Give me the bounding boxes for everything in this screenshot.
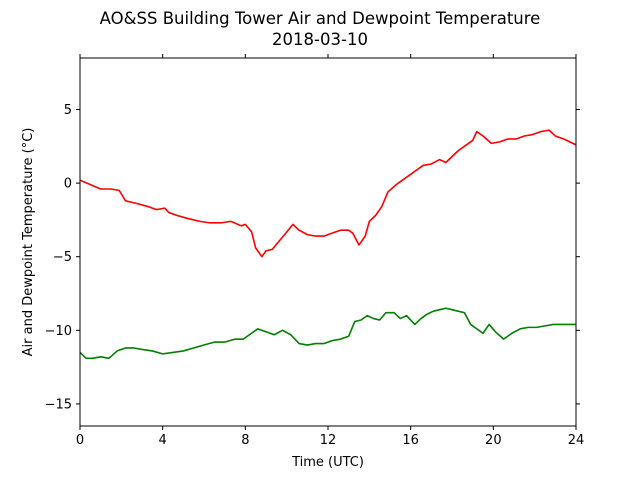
ticks-layer: 0 4 8 12 16 20 24 −15 −10 −5 0 5 bbox=[45, 54, 585, 448]
y-tick-label: −5 bbox=[53, 250, 72, 265]
chart-title: AO&SS Building Tower Air and Dewpoint Te… bbox=[100, 9, 541, 28]
x-tick-label: 16 bbox=[402, 433, 419, 448]
y-tick-label: −10 bbox=[45, 324, 72, 339]
plot-frame bbox=[79, 57, 577, 427]
chart-subtitle: 2018-03-10 bbox=[272, 30, 368, 49]
series-line-1 bbox=[79, 307, 576, 360]
x-tick-label: 8 bbox=[241, 433, 249, 448]
series-line-0 bbox=[79, 129, 577, 258]
y-tick-label: 5 bbox=[64, 103, 72, 118]
series-layer bbox=[79, 129, 577, 360]
x-tick-label: 0 bbox=[76, 433, 84, 448]
x-axis-label: Time (UTC) bbox=[291, 455, 364, 470]
y-tick-label: 0 bbox=[64, 177, 72, 192]
x-tick-label: 20 bbox=[485, 433, 502, 448]
y-axis-label: Air and Dewpoint Temperature (°C) bbox=[21, 128, 36, 357]
x-tick-label: 4 bbox=[159, 433, 167, 448]
x-tick-label: 24 bbox=[568, 433, 585, 448]
y-tick-label: −15 bbox=[45, 397, 72, 412]
x-tick-label: 12 bbox=[320, 433, 337, 448]
